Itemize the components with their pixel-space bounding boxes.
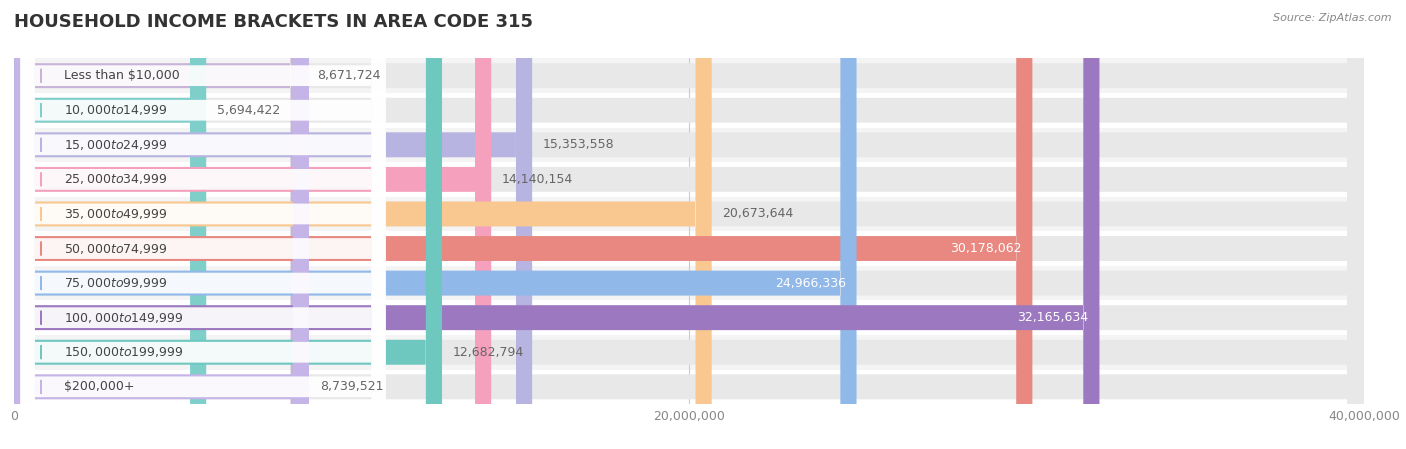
FancyBboxPatch shape [14, 128, 1364, 162]
FancyBboxPatch shape [21, 0, 385, 449]
FancyBboxPatch shape [14, 0, 1364, 449]
Text: 15,353,558: 15,353,558 [543, 138, 614, 151]
FancyBboxPatch shape [14, 0, 491, 449]
Text: 20,673,644: 20,673,644 [723, 207, 794, 220]
Text: 14,140,154: 14,140,154 [502, 173, 574, 186]
FancyBboxPatch shape [21, 0, 385, 449]
FancyBboxPatch shape [14, 0, 1364, 449]
FancyBboxPatch shape [21, 0, 385, 449]
Text: $150,000 to $199,999: $150,000 to $199,999 [65, 345, 183, 359]
Text: 8,671,724: 8,671,724 [318, 69, 381, 82]
Text: $10,000 to $14,999: $10,000 to $14,999 [65, 103, 167, 117]
Text: 30,178,062: 30,178,062 [950, 242, 1022, 255]
FancyBboxPatch shape [14, 0, 207, 449]
FancyBboxPatch shape [14, 0, 1099, 449]
FancyBboxPatch shape [14, 0, 441, 449]
Text: $200,000+: $200,000+ [65, 380, 135, 393]
FancyBboxPatch shape [14, 0, 1364, 449]
Text: HOUSEHOLD INCOME BRACKETS IN AREA CODE 315: HOUSEHOLD INCOME BRACKETS IN AREA CODE 3… [14, 13, 533, 31]
FancyBboxPatch shape [21, 0, 385, 449]
FancyBboxPatch shape [14, 0, 1364, 449]
FancyBboxPatch shape [14, 0, 307, 449]
FancyBboxPatch shape [21, 0, 385, 449]
FancyBboxPatch shape [14, 0, 856, 449]
FancyBboxPatch shape [14, 0, 309, 449]
Text: 32,165,634: 32,165,634 [1018, 311, 1088, 324]
Text: 12,682,794: 12,682,794 [453, 346, 524, 359]
Text: $35,000 to $49,999: $35,000 to $49,999 [65, 207, 167, 221]
FancyBboxPatch shape [14, 0, 1364, 449]
FancyBboxPatch shape [14, 58, 1364, 93]
FancyBboxPatch shape [14, 0, 711, 449]
FancyBboxPatch shape [14, 162, 1364, 197]
FancyBboxPatch shape [21, 0, 385, 449]
FancyBboxPatch shape [14, 0, 1032, 449]
FancyBboxPatch shape [14, 231, 1364, 266]
FancyBboxPatch shape [14, 197, 1364, 231]
FancyBboxPatch shape [14, 0, 1364, 449]
FancyBboxPatch shape [21, 0, 385, 449]
FancyBboxPatch shape [14, 0, 1364, 449]
Text: 24,966,336: 24,966,336 [775, 277, 846, 290]
FancyBboxPatch shape [14, 266, 1364, 300]
Text: $50,000 to $74,999: $50,000 to $74,999 [65, 242, 167, 255]
FancyBboxPatch shape [21, 0, 385, 449]
Text: Less than $10,000: Less than $10,000 [65, 69, 180, 82]
FancyBboxPatch shape [14, 370, 1364, 404]
FancyBboxPatch shape [14, 300, 1364, 335]
FancyBboxPatch shape [14, 0, 531, 449]
Text: $15,000 to $24,999: $15,000 to $24,999 [65, 138, 167, 152]
FancyBboxPatch shape [14, 93, 1364, 128]
Text: $25,000 to $34,999: $25,000 to $34,999 [65, 172, 167, 186]
FancyBboxPatch shape [14, 0, 1364, 449]
Text: $100,000 to $149,999: $100,000 to $149,999 [65, 311, 183, 325]
FancyBboxPatch shape [14, 0, 1364, 449]
FancyBboxPatch shape [14, 0, 1364, 449]
FancyBboxPatch shape [21, 0, 385, 449]
FancyBboxPatch shape [14, 335, 1364, 370]
Text: Source: ZipAtlas.com: Source: ZipAtlas.com [1274, 13, 1392, 23]
Text: 8,739,521: 8,739,521 [319, 380, 384, 393]
Text: $75,000 to $99,999: $75,000 to $99,999 [65, 276, 167, 290]
FancyBboxPatch shape [21, 0, 385, 449]
Text: 5,694,422: 5,694,422 [217, 104, 280, 117]
